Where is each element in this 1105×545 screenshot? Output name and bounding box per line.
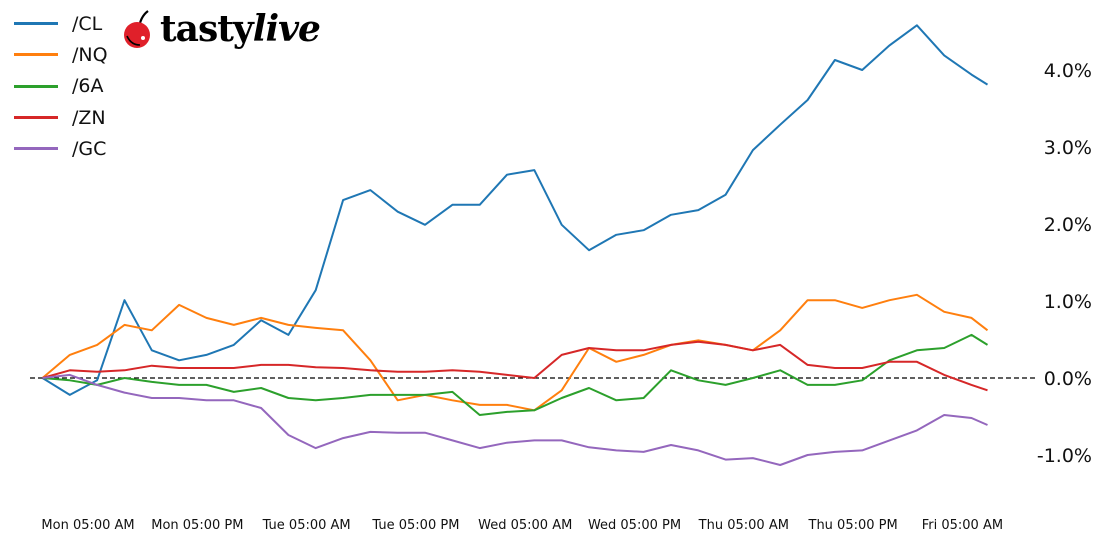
y-tick-label: 0.0% [1044, 368, 1092, 390]
series-line-6a [42, 333, 989, 416]
legend-swatch [14, 116, 58, 120]
y-tick-label: 2.0% [1044, 214, 1092, 236]
x-tick-label: Fri 05:00 AM [922, 518, 1003, 533]
legend-item: /CL [14, 8, 108, 39]
legend-item: /ZN [14, 102, 108, 133]
legend-label: /GC [72, 137, 107, 160]
legend-label: /NQ [72, 43, 108, 66]
x-tick-label: Wed 05:00 AM [478, 518, 572, 533]
y-axis: -1.0% 0.0% 1.0% 2.0% 3.0% 4.0% [1037, 60, 1092, 467]
x-axis: Mon 05:00 AM Mon 05:00 PM Tue 05:00 AM Tue … [41, 518, 1003, 533]
x-tick-label: Wed 05:00 PM [588, 518, 681, 533]
legend: /CL/NQ/6A/ZN/GC [14, 8, 108, 164]
y-tick-label: 1.0% [1044, 291, 1092, 313]
legend-label: /CL [72, 12, 103, 35]
y-tick-label: -1.0% [1037, 445, 1092, 467]
legend-swatch [14, 84, 58, 88]
legend-label: /6A [72, 75, 104, 98]
series-line-zn [42, 340, 988, 392]
series-line-gc [42, 373, 988, 466]
legend-label: /ZN [72, 106, 106, 129]
cherry-icon [124, 10, 150, 48]
x-tick-label: Mon 05:00 PM [151, 518, 243, 533]
y-tick-label: 4.0% [1044, 60, 1092, 82]
legend-swatch [14, 22, 58, 26]
logo-text: tastylive [160, 8, 321, 50]
x-tick-label: Tue 05:00 PM [371, 518, 459, 533]
legend-item: /GC [14, 133, 108, 164]
series-layer [41, 24, 989, 466]
y-tick-label: 3.0% [1044, 137, 1092, 159]
series-line-cl [41, 24, 989, 396]
series-line-nq [41, 293, 989, 412]
legend-item: /6A [14, 71, 108, 102]
x-tick-label: Tue 05:00 AM [262, 518, 351, 533]
x-tick-label: Mon 05:00 AM [41, 518, 134, 533]
legend-swatch [14, 147, 58, 151]
legend-item: /NQ [14, 39, 108, 70]
x-tick-label: Thu 05:00 PM [808, 518, 898, 533]
legend-swatch [14, 53, 58, 57]
x-tick-label: Thu 05:00 AM [698, 518, 789, 533]
tastylive-logo: tastylive [122, 8, 321, 50]
